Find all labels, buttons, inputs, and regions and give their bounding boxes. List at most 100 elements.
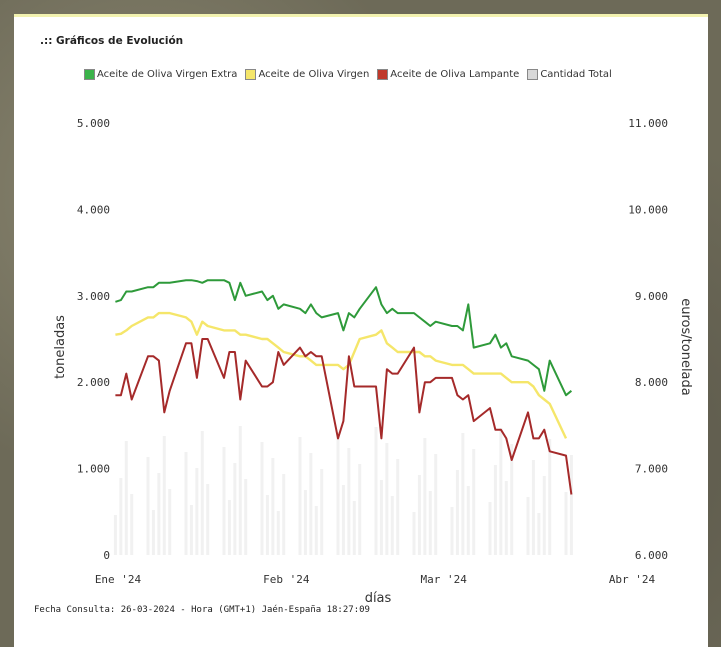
volume-bar bbox=[526, 497, 530, 555]
volume-bar bbox=[336, 432, 340, 555]
volume-bar bbox=[390, 496, 394, 555]
legend-item-lampante[interactable]: Aceite de Oliva Lampante bbox=[377, 69, 519, 80]
volume-bar bbox=[358, 464, 362, 555]
axis-ticks: 0 1.000 2.000 3.000 4.000 5.000 6.000 7.000 8.00… bbox=[77, 117, 668, 586]
volume-bar bbox=[282, 474, 286, 555]
section-title: .:: Gráficos de Evolución bbox=[40, 35, 184, 47]
y-tick-right: 11.000 bbox=[628, 117, 668, 130]
volume-bar bbox=[265, 495, 269, 555]
legend-label: Cantidad Total bbox=[540, 69, 612, 80]
volume-bar bbox=[157, 473, 161, 555]
legend: Aceite de Oliva Virgen Extra Aceite de O… bbox=[84, 69, 690, 80]
volume-bar bbox=[184, 452, 188, 555]
volume-bar bbox=[189, 505, 193, 555]
y-tick-left: 1.000 bbox=[77, 463, 110, 476]
volume-bar bbox=[298, 437, 302, 555]
y-axis-label-left: toneladas bbox=[53, 315, 68, 379]
volume-bar bbox=[260, 442, 264, 555]
volume-bar bbox=[151, 510, 155, 555]
volume-bar bbox=[537, 513, 541, 555]
volume-bar bbox=[124, 441, 128, 555]
series-line-0 bbox=[115, 279, 573, 397]
volume-bar bbox=[488, 502, 492, 555]
query-timestamp: Fecha Consulta: 26-03-2024 - Hora (GMT+1… bbox=[34, 605, 370, 615]
x-axis-label: días bbox=[365, 591, 392, 606]
volume-bar bbox=[341, 485, 345, 555]
volume-bar bbox=[309, 453, 313, 555]
volume-bar bbox=[352, 501, 356, 555]
x-tick: Ene '24 bbox=[95, 573, 142, 586]
volume-bar bbox=[423, 438, 427, 555]
y-tick-left: 3.000 bbox=[77, 290, 110, 303]
y-tick-left: 2.000 bbox=[77, 376, 110, 389]
volume-bar bbox=[455, 470, 459, 555]
volume-bar bbox=[564, 492, 568, 555]
volume-bar bbox=[412, 512, 416, 555]
volume-bar bbox=[396, 459, 400, 555]
y-tick-left: 5.000 bbox=[77, 117, 110, 130]
volume-bar bbox=[450, 507, 454, 555]
volume-bar bbox=[434, 454, 438, 555]
x-tick: Abr '24 bbox=[609, 573, 656, 586]
y-tick-right: 7.000 bbox=[635, 463, 668, 476]
y-tick-right: 8.000 bbox=[635, 376, 668, 389]
volume-bar bbox=[206, 484, 210, 555]
volume-bar bbox=[417, 475, 421, 555]
volume-bar bbox=[200, 431, 204, 555]
legend-label: Aceite de Oliva Virgen Extra bbox=[97, 69, 238, 80]
volume-bar bbox=[244, 479, 248, 555]
volume-bar bbox=[303, 490, 307, 555]
chart-card: .:: Gráficos de Evolución Aceite de Oliv… bbox=[14, 14, 708, 647]
volume-bar bbox=[379, 480, 383, 555]
y-tick-left: 4.000 bbox=[77, 203, 110, 216]
y-tick-right: 10.000 bbox=[628, 203, 668, 216]
x-tick: Mar '24 bbox=[421, 573, 468, 586]
volume-bar bbox=[531, 460, 535, 555]
volume-bar bbox=[493, 465, 497, 555]
legend-item-virgen[interactable]: Aceite de Oliva Virgen bbox=[245, 69, 369, 80]
y-tick-right: 9.000 bbox=[635, 290, 668, 303]
checkbox-icon[interactable] bbox=[84, 69, 95, 80]
checkbox-icon[interactable] bbox=[527, 69, 539, 80]
volume-bar bbox=[499, 428, 503, 555]
series-line-1 bbox=[115, 311, 568, 439]
volume-bar bbox=[385, 443, 389, 555]
x-tick: Feb '24 bbox=[263, 573, 310, 586]
volume-bar bbox=[569, 455, 573, 555]
legend-label: Aceite de Oliva Lampante bbox=[390, 69, 520, 80]
volume-bar bbox=[271, 458, 275, 555]
volume-bar bbox=[461, 433, 465, 555]
line-chart: 0 1.000 2.000 3.000 4.000 5.000 6.000 7.000 8.00… bbox=[53, 117, 693, 606]
volume-bar bbox=[162, 436, 166, 555]
volume-bar bbox=[168, 489, 172, 555]
volume-bar bbox=[238, 426, 242, 555]
checkbox-icon[interactable] bbox=[377, 69, 389, 80]
volume-bar bbox=[510, 444, 514, 555]
volume-bar bbox=[548, 439, 552, 555]
volume-bar bbox=[233, 463, 237, 555]
series-lines bbox=[115, 279, 573, 495]
y-tick-right: 6.000 bbox=[635, 549, 668, 562]
volume-bar bbox=[130, 494, 134, 555]
legend-label: Aceite de Oliva Virgen bbox=[258, 69, 370, 80]
volume-bar bbox=[195, 468, 199, 555]
volume-bar bbox=[542, 476, 546, 555]
legend-item-virgen-extra[interactable]: Aceite de Oliva Virgen Extra bbox=[84, 69, 237, 80]
volume-bar bbox=[472, 449, 476, 555]
y-tick-left: 0 bbox=[103, 549, 110, 562]
volume-bar bbox=[320, 469, 324, 555]
volume-bar bbox=[314, 506, 318, 555]
volume-bar bbox=[146, 457, 150, 555]
volume-bars bbox=[113, 426, 573, 555]
volume-bar bbox=[504, 481, 508, 555]
volume-bar bbox=[428, 491, 432, 555]
checkbox-icon[interactable] bbox=[245, 69, 257, 80]
volume-bar bbox=[276, 511, 280, 555]
volume-bar bbox=[374, 427, 378, 555]
legend-item-cantidad-total[interactable]: Cantidad Total bbox=[527, 69, 612, 80]
volume-bar bbox=[227, 500, 231, 555]
volume-bar bbox=[119, 478, 123, 555]
volume-bar bbox=[113, 515, 117, 555]
volume-bar bbox=[466, 486, 470, 555]
volume-bar bbox=[222, 447, 226, 555]
